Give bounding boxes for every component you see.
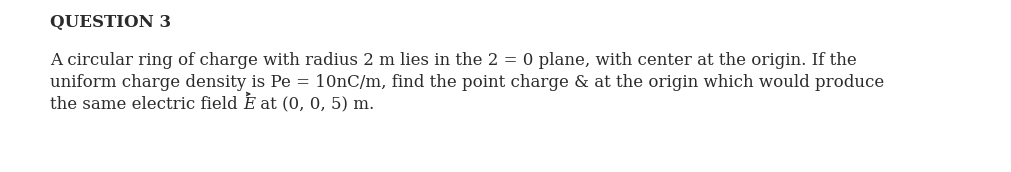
- Text: at (0, 0, 5) m.: at (0, 0, 5) m.: [255, 96, 374, 113]
- Text: QUESTION 3: QUESTION 3: [50, 14, 171, 31]
- Text: uniform charge density is Pe = 10nC/m, find the point charge & at the origin whi: uniform charge density is Pe = 10nC/m, f…: [50, 74, 885, 91]
- Text: the same electric field: the same electric field: [50, 96, 243, 113]
- Text: A circular ring of charge with radius 2 m lies in the 2 = 0 plane, with center a: A circular ring of charge with radius 2 …: [50, 52, 856, 69]
- Text: E: E: [243, 96, 255, 113]
